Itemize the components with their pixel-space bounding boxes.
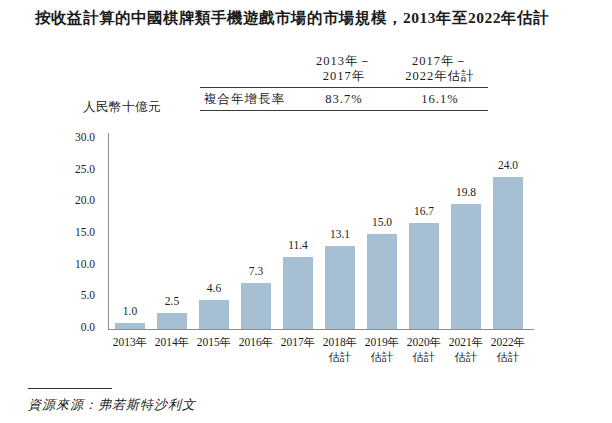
cagr-header-period-1: 2013年－ 2017年: [296, 54, 392, 84]
bar-value-label-2021年: 19.8: [444, 186, 488, 198]
cagr-period-2-line2: 2022年估計: [392, 69, 488, 84]
cagr-period-1-line1: 2013年－: [296, 54, 392, 69]
bar-value-label-2019年: 15.0: [360, 216, 404, 228]
source-divider: [28, 388, 112, 389]
y-tick-label-0.0: 0.0: [53, 321, 95, 333]
y-axis-line: [108, 133, 109, 330]
bar-value-label-2013年: 1.0: [108, 305, 152, 317]
x-axis-line: [108, 329, 534, 330]
cagr-period-2-line1: 2017年－: [392, 54, 488, 69]
bar-value-label-2017年: 11.4: [276, 239, 320, 251]
cagr-value-2: 16.1%: [392, 92, 488, 107]
bar-value-label-2015年: 4.6: [192, 282, 236, 294]
y-tick-label-20.0: 20.0: [53, 194, 95, 206]
bar-2021年: [451, 204, 481, 329]
bar-value-label-2022年: 24.0: [486, 159, 530, 171]
cagr-table-row: 複合年增長率 83.7% 16.1%: [200, 88, 488, 111]
cagr-period-1-line2: 2017年: [296, 69, 392, 84]
bar-value-label-2016年: 7.3: [234, 265, 278, 277]
y-tick-label-30.0: 30.0: [53, 131, 95, 143]
cagr-table-header: 2013年－ 2017年 2017年－ 2022年估計: [200, 54, 488, 88]
x-tick-label-2022年: 2022年: [480, 335, 536, 350]
y-tick-label-25.0: 25.0: [53, 163, 95, 175]
bar-2019年: [367, 234, 397, 329]
cagr-value-1: 83.7%: [296, 92, 392, 107]
bar-value-label-2020年: 16.7: [402, 205, 446, 217]
y-tick-label-5.0: 5.0: [53, 289, 95, 301]
y-tick-label-15.0: 15.0: [53, 226, 95, 238]
bar-2022年: [493, 177, 523, 329]
x-tick-sublabel-2022年: 估計: [480, 350, 536, 365]
y-axis-unit-label: 人民幣十億元: [83, 99, 161, 116]
cagr-header-empty-cell: [200, 54, 296, 84]
chart-title: 按收益計算的中國棋牌類手機遊戲市場的市場規模，2013年至2022年估計: [35, 8, 605, 29]
cagr-header-period-2: 2017年－ 2022年估計: [392, 54, 488, 84]
cagr-row-label: 複合年增長率: [200, 92, 296, 107]
bar-2015年: [199, 300, 229, 329]
bar-2014年: [157, 313, 187, 329]
source-text: 資源來源：弗若斯特沙利文: [28, 396, 196, 414]
bar-2017年: [283, 257, 313, 329]
bar-value-label-2014年: 2.5: [150, 295, 194, 307]
cagr-table: 2013年－ 2017年 2017年－ 2022年估計 複合年增長率 83.7%…: [200, 54, 488, 111]
bar-2016年: [241, 283, 271, 329]
bar-2020年: [409, 223, 439, 329]
bar-value-label-2018年: 13.1: [318, 228, 362, 240]
y-tick-label-10.0: 10.0: [53, 258, 95, 270]
figure-page: 按收益計算的中國棋牌類手機遊戲市場的市場規模，2013年至2022年估計 201…: [0, 0, 612, 423]
bar-2018年: [325, 246, 355, 329]
